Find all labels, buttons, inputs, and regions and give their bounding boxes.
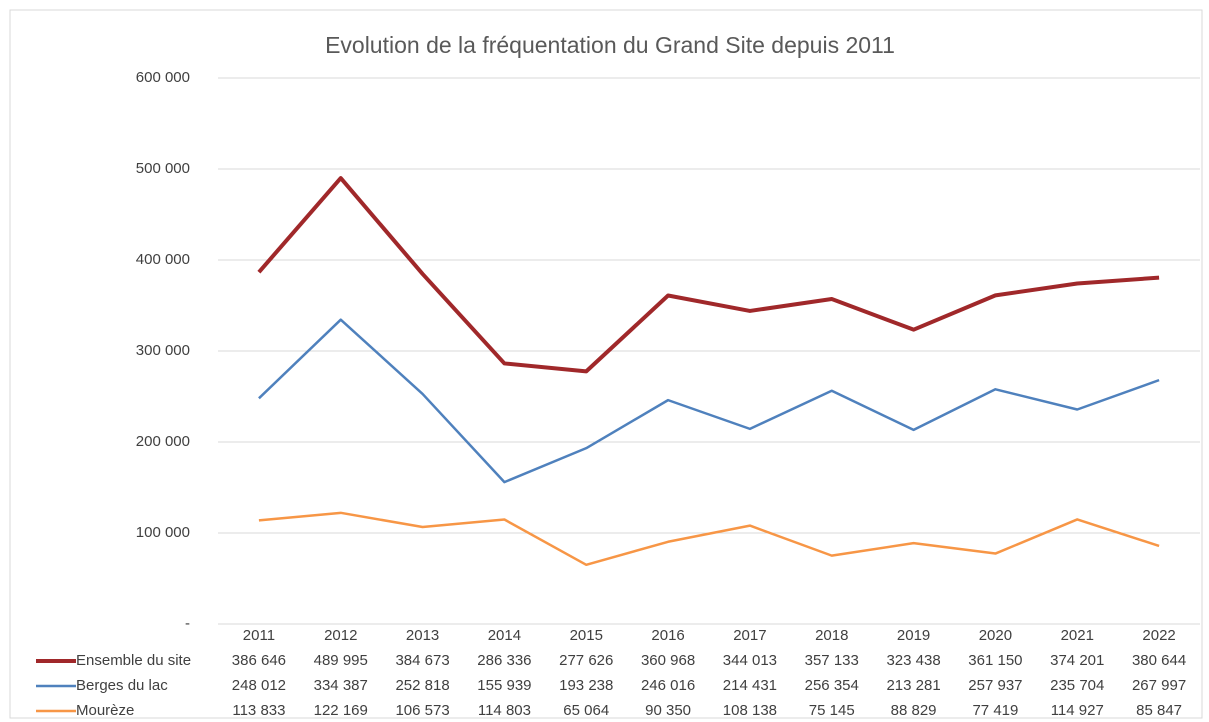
table-value: 246 016 <box>641 677 695 694</box>
x-tick-label: 2016 <box>651 627 684 644</box>
y-tick-label: 300 000 <box>136 342 190 359</box>
y-tick-label: 100 000 <box>136 524 190 541</box>
chart-title: Evolution de la fréquentation du Grand S… <box>325 32 895 58</box>
table-value: 155 939 <box>477 677 531 694</box>
table-value: 357 133 <box>805 652 859 669</box>
table-value: 214 431 <box>723 677 777 694</box>
legend-label: Ensemble du site <box>76 652 191 669</box>
table-value: 334 387 <box>314 677 368 694</box>
x-tick-label: 2020 <box>979 627 1012 644</box>
x-tick-label: 2022 <box>1142 627 1175 644</box>
table-value: 386 646 <box>232 652 286 669</box>
x-tick-label: 2021 <box>1061 627 1094 644</box>
chart-frame <box>9 9 1203 719</box>
table-value: 114 927 <box>1051 702 1104 719</box>
series-line <box>258 511 1160 567</box>
table-value: 90 350 <box>645 702 691 719</box>
table-value: 85 847 <box>1136 702 1182 719</box>
table-value: 374 201 <box>1050 652 1104 669</box>
legend-label: Berges du lac <box>76 677 168 694</box>
legend-label: Mourèze <box>76 702 134 719</box>
x-tick-label: 2012 <box>324 627 357 644</box>
table-value: 384 673 <box>395 652 449 669</box>
table-value: 360 968 <box>641 652 695 669</box>
table-value: 256 354 <box>805 677 859 694</box>
table-value: 380 644 <box>1132 652 1186 669</box>
table-value: 213 281 <box>886 677 940 694</box>
x-tick-label: 2014 <box>488 627 521 644</box>
y-tick-label: - <box>185 615 190 632</box>
table-value: 65 064 <box>563 702 609 719</box>
table-value: 252 818 <box>395 677 449 694</box>
y-tick-label: 400 000 <box>136 251 190 268</box>
table-value: 88 829 <box>891 702 937 719</box>
x-tick-label: 2015 <box>570 627 603 644</box>
y-tick-label: 200 000 <box>136 433 190 450</box>
series-line <box>258 318 1160 484</box>
y-tick-label: 500 000 <box>136 160 190 177</box>
series-line <box>257 176 1160 374</box>
table-value: 267 997 <box>1132 677 1186 694</box>
table-value: 122 169 <box>314 702 368 719</box>
table-value: 361 150 <box>968 652 1022 669</box>
table-value: 344 013 <box>723 652 777 669</box>
table-value: 235 704 <box>1050 677 1104 694</box>
x-tick-label: 2017 <box>733 627 766 644</box>
x-tick-label: 2011 <box>243 627 275 644</box>
table-value: 113 833 <box>232 702 285 719</box>
table-value: 108 138 <box>723 702 777 719</box>
table-value: 286 336 <box>477 652 531 669</box>
table-value: 193 238 <box>559 677 613 694</box>
table-value: 106 573 <box>395 702 449 719</box>
table-value: 277 626 <box>559 652 613 669</box>
y-tick-label: 600 000 <box>136 69 190 86</box>
table-value: 489 995 <box>314 652 368 669</box>
table-value: 77 419 <box>972 702 1018 719</box>
table-value: 114 803 <box>478 702 531 719</box>
table-value: 257 937 <box>968 677 1022 694</box>
x-tick-label: 2018 <box>815 627 848 644</box>
table-value: 75 145 <box>809 702 855 719</box>
x-tick-label: 2019 <box>897 627 930 644</box>
table-value: 248 012 <box>232 677 286 694</box>
table-value: 323 438 <box>886 652 940 669</box>
x-tick-label: 2013 <box>406 627 439 644</box>
